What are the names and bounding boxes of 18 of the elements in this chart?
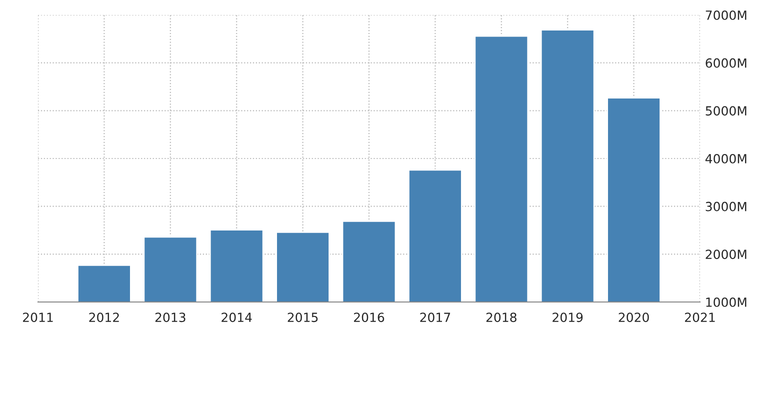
x-tick-label: 2019 [552,312,583,322]
y-tick-label: 5000M [706,106,746,116]
y-tick-label: 3000M [706,202,746,212]
x-tick-label: 2013 [155,312,186,322]
x-tick-label: 2020 [618,312,649,322]
x-tick-label: 2015 [288,312,318,322]
x-tick-label: 2018 [486,312,516,322]
x-tick-label: 2012 [89,312,119,322]
y-tick-label: 7000M [706,10,746,20]
x-tick-label: 2017 [420,312,450,322]
y-tick-label: 2000M [706,250,746,260]
x-tick-label: 2014 [222,312,252,322]
x-tick-label: 2011 [23,312,53,322]
x-tick-label: 2021 [685,312,715,322]
x-tick-label: 2016 [354,312,384,322]
y-tick-label: 6000M [706,58,746,68]
y-tick-label: 4000M [705,154,746,164]
y-tick-label: 1000M [706,297,746,307]
